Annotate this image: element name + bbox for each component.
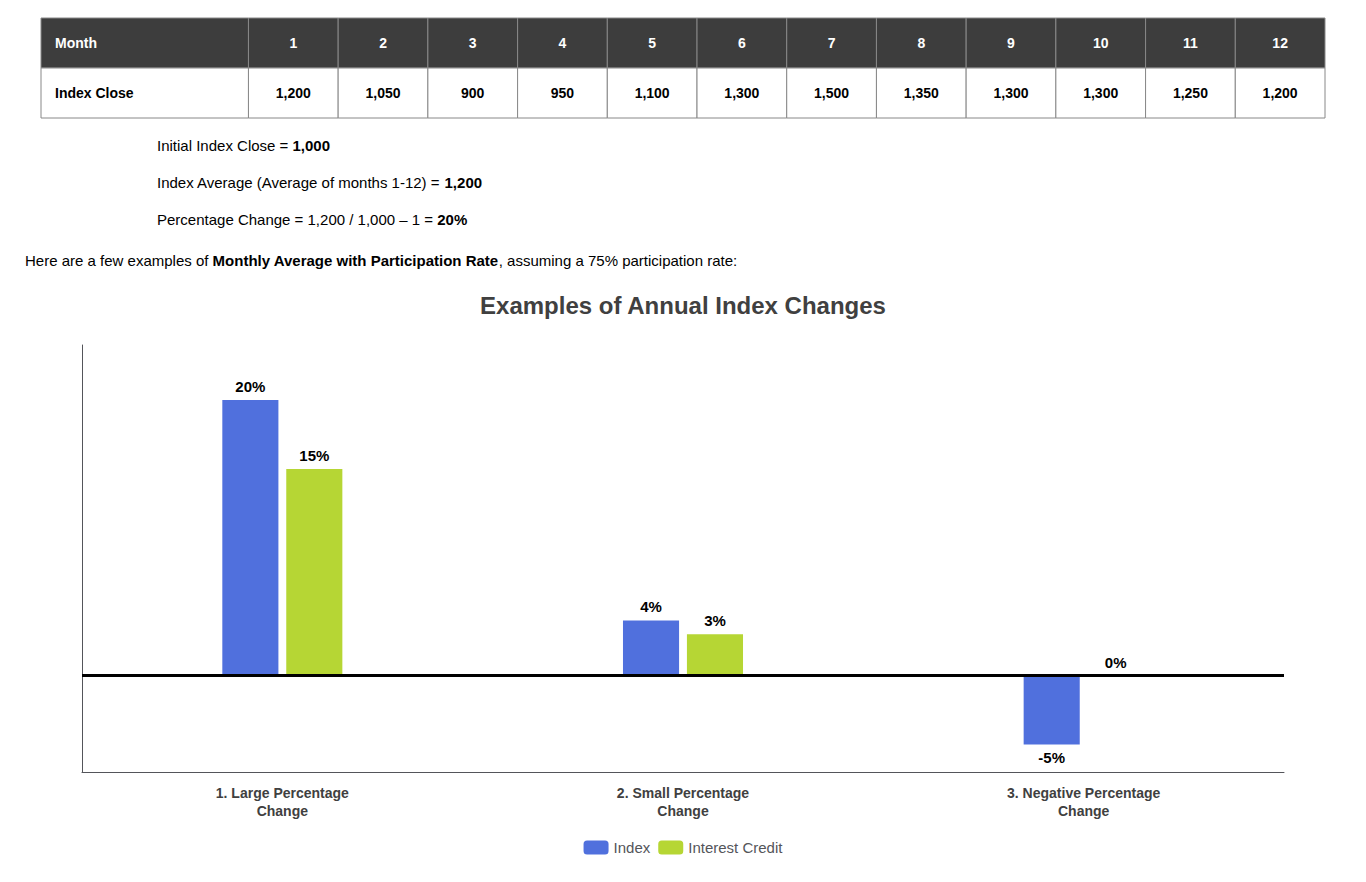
- svg-text:1,000: 1,000: [292, 137, 330, 154]
- svg-text:1,300: 1,300: [724, 85, 759, 101]
- svg-text:1,200: 1,200: [276, 85, 311, 101]
- svg-text:-5%: -5%: [1038, 749, 1065, 766]
- svg-text:5: 5: [648, 35, 656, 51]
- svg-text:1. Large Percentage: 1. Large Percentage: [216, 785, 349, 801]
- svg-text:1,200: 1,200: [1263, 85, 1298, 101]
- svg-text:950: 950: [551, 85, 575, 101]
- svg-text:1,300: 1,300: [1083, 85, 1118, 101]
- svg-text:1: 1: [289, 35, 297, 51]
- svg-text:Here are a few examples of: Here are a few examples of: [25, 252, 213, 269]
- svg-text:Change: Change: [257, 803, 309, 819]
- svg-text:Examples of Annual Index Chang: Examples of Annual Index Changes: [480, 292, 886, 319]
- svg-text:Change: Change: [657, 803, 709, 819]
- svg-text:Index Close: Index Close: [55, 85, 134, 101]
- svg-text:1,300: 1,300: [993, 85, 1028, 101]
- svg-text:0%: 0%: [1105, 654, 1127, 671]
- svg-text:Change: Change: [1058, 803, 1110, 819]
- svg-text:Percentage Change = 1,200 / 1,: Percentage Change = 1,200 / 1,000 – 1 =: [157, 211, 437, 228]
- svg-text:4%: 4%: [640, 598, 662, 615]
- svg-text:Interest Credit: Interest Credit: [688, 839, 783, 856]
- svg-text:1,100: 1,100: [635, 85, 670, 101]
- svg-text:8: 8: [917, 35, 925, 51]
- svg-text:1,200: 1,200: [445, 174, 483, 191]
- svg-text:900: 900: [461, 85, 485, 101]
- svg-text:3: 3: [469, 35, 477, 51]
- svg-text:10: 10: [1093, 35, 1109, 51]
- svg-text:Monthly Average with Participa: Monthly Average with Participation Rate: [213, 252, 499, 269]
- svg-text:1,050: 1,050: [366, 85, 401, 101]
- svg-text:2. Small Percentage: 2. Small Percentage: [617, 785, 750, 801]
- svg-text:Initial Index Close =: Initial Index Close =: [157, 137, 293, 154]
- svg-text:3. Negative Percentage: 3. Negative Percentage: [1007, 785, 1161, 801]
- svg-text:Month: Month: [55, 35, 97, 51]
- svg-text:7: 7: [828, 35, 836, 51]
- svg-text:20%: 20%: [437, 211, 467, 228]
- svg-text:4: 4: [559, 35, 567, 51]
- svg-text:1,350: 1,350: [904, 85, 939, 101]
- svg-text:20%: 20%: [235, 378, 265, 395]
- svg-text:1,500: 1,500: [814, 85, 849, 101]
- svg-text:9: 9: [1007, 35, 1015, 51]
- svg-text:Index: Index: [614, 839, 651, 856]
- svg-text:12: 12: [1272, 35, 1288, 51]
- svg-text:, assuming a 75% participation: , assuming a 75% participation rate:: [499, 252, 737, 269]
- svg-text:11: 11: [1183, 35, 1198, 51]
- svg-text:6: 6: [738, 35, 746, 51]
- svg-text:1,250: 1,250: [1173, 85, 1208, 101]
- svg-text:2: 2: [379, 35, 387, 51]
- svg-text:3%: 3%: [704, 612, 726, 629]
- svg-text:15%: 15%: [299, 447, 329, 464]
- svg-text:Index Average (Average of mont: Index Average (Average of months 1-12) =: [157, 174, 444, 191]
